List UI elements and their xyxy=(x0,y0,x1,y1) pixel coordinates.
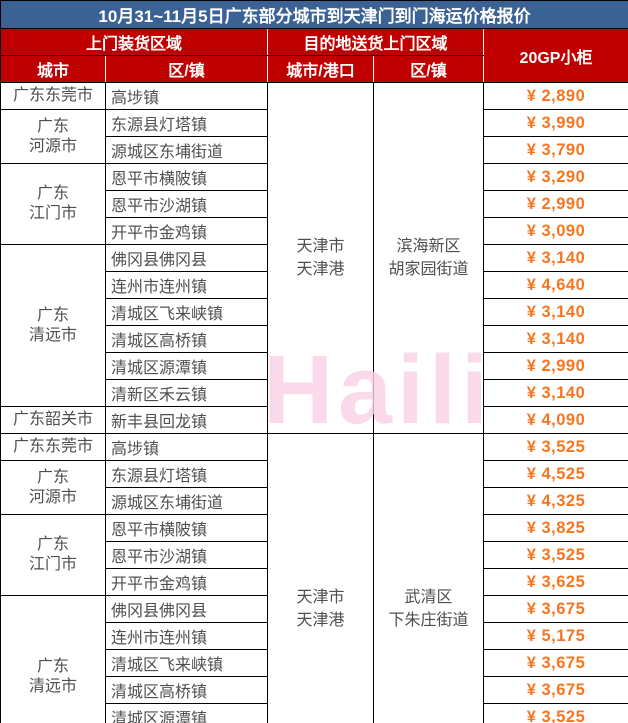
pickup-district-cell: 清城区高桥镇 xyxy=(105,325,268,353)
price-cell: ¥ 4,090 xyxy=(482,406,628,434)
pickup-city-cell: 广东东莞市 xyxy=(0,433,106,461)
price-cell: ¥ 4,325 xyxy=(482,487,628,515)
price-cell: ¥ 3,675 xyxy=(482,595,628,623)
table-row: 源城区东埔街道 ¥ 3,790 xyxy=(1,136,628,164)
pickup-district-cell: 恩平市沙湖镇 xyxy=(105,190,268,218)
table-row: 广东韶关市 新丰县回龙镇 ¥ 4,090 xyxy=(0,406,628,434)
pickup-district-cell: 恩平市沙湖镇 xyxy=(105,541,268,569)
table-row: 清城区源潭镇 ¥ 2,990 xyxy=(1,352,628,380)
table-row: 开平市金鸡镇 ¥ 3,625 xyxy=(1,568,628,596)
price-cell: ¥ 2,990 xyxy=(482,352,628,380)
table-row: 源城区东埔街道 ¥ 4,325 xyxy=(1,487,628,515)
table-row: 广东 河源市 东源县灯塔镇 ¥ 4,525 xyxy=(0,460,628,515)
page-title: 10月31~11月5日广东部分城市到天津门到门海运价格报价 xyxy=(0,0,628,29)
pickup-city-cell: 广东 河源市 xyxy=(0,460,106,515)
price-cell: ¥ 3,675 xyxy=(482,649,628,677)
table-row: 广东 清远市 佛冈县佛冈县 ¥ 3,675 xyxy=(0,595,628,723)
price-cell: ¥ 3,525 xyxy=(482,541,628,569)
pickup-district-cell: 清新区禾云镇 xyxy=(105,379,268,407)
dest-city-cell: 天津市 天津港 xyxy=(267,82,374,434)
price-cell: ¥ 3,990 xyxy=(482,109,628,137)
pickup-district-cell: 源城区东埔街道 xyxy=(105,136,268,164)
header-container-type: 20GP小柜 xyxy=(482,28,628,83)
pickup-district-cell: 连州市连州镇 xyxy=(105,622,268,650)
price-cell: ¥ 3,825 xyxy=(482,514,628,542)
pickup-district-cell: 清城区高桥镇 xyxy=(105,676,268,704)
price-cell: ¥ 3,140 xyxy=(482,379,628,407)
pickup-district-cell: 恩平市横陂镇 xyxy=(105,163,268,191)
price-cell: ¥ 3,140 xyxy=(482,298,628,326)
table-row: 清城区飞来峡镇 ¥ 3,140 xyxy=(1,298,628,326)
pickup-district-cell: 连州市连州镇 xyxy=(105,271,268,299)
pickup-district-cell: 开平市金鸡镇 xyxy=(105,217,268,245)
pickup-district-cell: 新丰县回龙镇 xyxy=(105,406,268,434)
price-cell: ¥ 4,525 xyxy=(482,460,628,488)
pickup-district-cell: 开平市金鸡镇 xyxy=(105,568,268,596)
price-cell: ¥ 3,675 xyxy=(482,676,628,704)
table-row: 广东 清远市 佛冈县佛冈县 ¥ 3,140 xyxy=(0,244,628,407)
dest-district-cell: 武清区 下朱庄街道 xyxy=(373,433,484,723)
pickup-district-cell: 佛冈县佛冈县 xyxy=(105,595,268,623)
header-col-city: 城市 xyxy=(0,55,106,83)
pickup-district-cell: 高埗镇 xyxy=(105,82,268,110)
pickup-district-cell: 佛冈县佛冈县 xyxy=(105,244,268,272)
pickup-district-cell: 清城区源潭镇 xyxy=(105,352,268,380)
table-row: 恩平市沙湖镇 ¥ 2,990 xyxy=(1,190,628,218)
pickup-city-cell: 广东韶关市 xyxy=(0,406,106,434)
header-col-district: 区/镇 xyxy=(105,55,268,83)
header-col-dest-district: 区/镇 xyxy=(373,55,484,83)
pickup-city-cell: 广东 江门市 xyxy=(0,163,106,245)
header-dest-area: 目的地送货上门区域 xyxy=(267,28,484,56)
dest-district-cell: 滨海新区 胡家园街道 xyxy=(373,82,484,434)
header-col-dest-city: 城市/港口 xyxy=(267,55,374,83)
pickup-district-cell: 东源县灯塔镇 xyxy=(105,109,268,137)
pickup-district-cell: 清城区飞来峡镇 xyxy=(105,298,268,326)
table-row: 广东 江门市 恩平市横陂镇 ¥ 3,290 xyxy=(0,163,628,245)
price-cell: ¥ 3,090 xyxy=(482,217,628,245)
table-row: 清城区高桥镇 ¥ 3,675 xyxy=(1,676,628,704)
pickup-city-cell: 广东 江门市 xyxy=(0,514,106,596)
price-cell: ¥ 4,640 xyxy=(482,271,628,299)
pickup-district-cell: 清城区源潭镇 xyxy=(105,703,268,723)
pickup-district-cell: 源城区东埔街道 xyxy=(105,487,268,515)
pickup-district-cell: 恩平市横陂镇 xyxy=(105,514,268,542)
pickup-city-cell: 广东 河源市 xyxy=(0,109,106,164)
table-row: 广东 江门市 恩平市横陂镇 ¥ 3,825 xyxy=(0,514,628,596)
table-row: 广东东莞市 高埗镇 天津市 天津港 滨海新区 胡家园街道 ¥ 2,890 xyxy=(0,82,628,434)
price-cell: ¥ 2,990 xyxy=(482,190,628,218)
pickup-district-cell: 清城区飞来峡镇 xyxy=(105,649,268,677)
header-pickup-area: 上门装货区域 xyxy=(0,28,268,56)
pickup-city-cell: 广东 清远市 xyxy=(0,244,106,407)
price-cell: ¥ 3,290 xyxy=(482,163,628,191)
price-cell: ¥ 3,140 xyxy=(482,244,628,272)
header-group-row: 上门装货区域 目的地送货上门区域 20GP小柜 xyxy=(0,28,628,83)
table-row: 清城区源潭镇 ¥ 3,525 xyxy=(1,703,628,723)
pickup-city-cell: 广东东莞市 xyxy=(0,82,106,110)
pickup-district-cell: 高埗镇 xyxy=(105,433,268,461)
price-cell: ¥ 3,525 xyxy=(482,703,628,723)
table-row: 广东东莞市 高埗镇 天津市 天津港 武清区 下朱庄街道 ¥ 3,525 xyxy=(0,433,628,723)
price-cell: ¥ 3,790 xyxy=(482,136,628,164)
dest-city-cell: 天津市 天津港 xyxy=(267,433,374,723)
pickup-city-cell: 广东 清远市 xyxy=(0,595,106,723)
price-cell: ¥ 5,175 xyxy=(482,622,628,650)
price-cell: ¥ 3,140 xyxy=(482,325,628,353)
pickup-district-cell: 东源县灯塔镇 xyxy=(105,460,268,488)
price-cell: ¥ 2,890 xyxy=(482,82,628,110)
price-cell: ¥ 3,625 xyxy=(482,568,628,596)
title-row: 10月31~11月5日广东部分城市到天津门到门海运价格报价 xyxy=(0,0,628,29)
header-column-row: 城市 区/镇 城市/港口 区/镇 xyxy=(0,55,628,83)
price-cell: ¥ 3,525 xyxy=(482,433,628,461)
table-row: 清城区高桥镇 ¥ 3,140 xyxy=(1,325,628,353)
table-row: 开平市金鸡镇 ¥ 3,090 xyxy=(1,217,628,245)
